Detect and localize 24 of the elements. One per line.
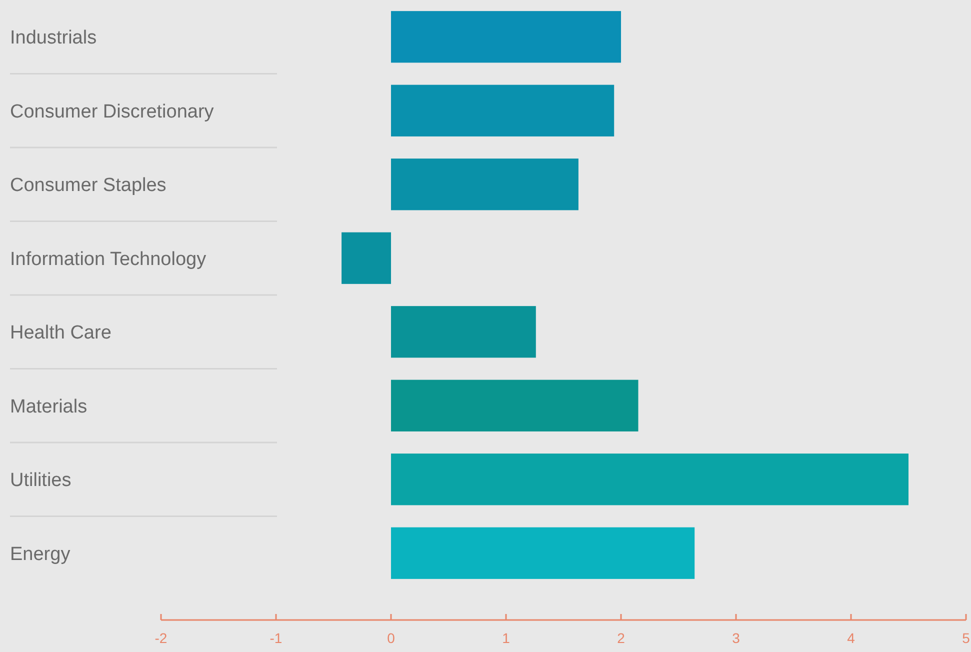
x-tick-label: 5	[962, 630, 970, 646]
bar	[391, 306, 536, 358]
x-tick-label: 4	[847, 630, 856, 646]
y-tick-label: Materials	[10, 396, 88, 418]
bar	[391, 454, 908, 506]
x-tick-label: 3	[732, 630, 740, 646]
y-tick-label: Utilities	[10, 470, 72, 492]
bar	[391, 158, 578, 210]
x-tick-label: -1	[270, 630, 282, 646]
x-tick-label: 2	[617, 630, 626, 646]
bar	[342, 232, 391, 284]
x-tick-label: 1	[502, 630, 510, 646]
x-tick-label: 0	[387, 630, 396, 646]
y-tick-label: Health Care	[10, 322, 112, 344]
y-tick-label: Industrials	[10, 28, 97, 49]
x-tick-label: -2	[154, 630, 168, 646]
y-tick-label: Energy	[10, 544, 71, 565]
bar	[391, 527, 695, 579]
bar	[391, 380, 638, 432]
y-tick-label: Information Technology	[10, 248, 207, 270]
bar	[391, 84, 614, 136]
y-tick-label: Consumer Staples	[10, 175, 166, 196]
y-tick-label: Consumer Discretionary	[10, 101, 214, 122]
bar	[391, 11, 621, 63]
